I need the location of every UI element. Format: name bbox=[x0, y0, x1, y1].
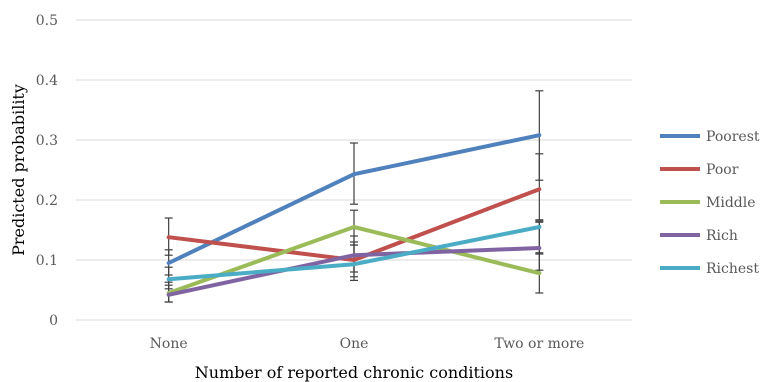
x-tick-label: Two or more bbox=[494, 336, 584, 352]
y-axis-ticks: 0 0.1 0.2 0.3 0.4 0.5 bbox=[36, 13, 58, 329]
legend-label: Richest bbox=[706, 261, 759, 277]
y-tick-label: 0.1 bbox=[36, 253, 58, 269]
y-tick-label: 0.5 bbox=[36, 13, 58, 29]
error-bars bbox=[164, 90, 544, 303]
legend-label: Poorest bbox=[706, 129, 760, 145]
series-lines bbox=[166, 133, 542, 297]
y-tick-label: 0.3 bbox=[36, 133, 58, 149]
x-axis-title: Number of reported chronic conditions bbox=[195, 363, 513, 382]
series-line-middle bbox=[166, 225, 542, 295]
series-line-poor bbox=[166, 187, 542, 262]
y-tick-label: 0.2 bbox=[36, 193, 58, 209]
x-tick-label: None bbox=[150, 336, 188, 352]
y-tick-label: 0.4 bbox=[36, 73, 58, 89]
series-line-richest bbox=[166, 225, 542, 282]
y-axis-title: Predicted probability bbox=[9, 84, 28, 256]
legend-label: Poor bbox=[706, 162, 739, 178]
x-tick-label: One bbox=[340, 336, 369, 352]
series-line-poorest bbox=[166, 133, 542, 265]
series-line-rich bbox=[166, 246, 542, 297]
legend-label: Middle bbox=[706, 195, 756, 211]
legend-label: Rich bbox=[706, 228, 738, 244]
y-tick-label: 0 bbox=[49, 313, 58, 329]
x-axis-ticks: None One Two or more bbox=[150, 336, 585, 352]
legend: Poorest Poor Middle Rich Richest bbox=[660, 129, 760, 277]
